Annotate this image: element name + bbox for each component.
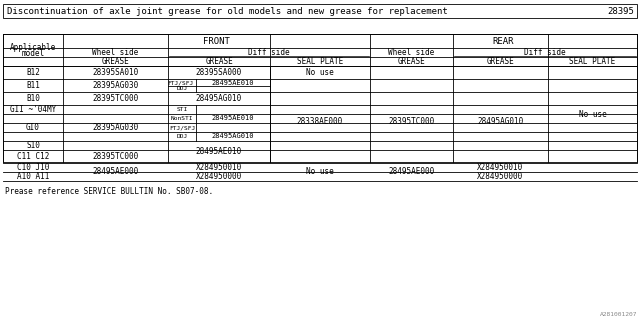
Text: B11: B11 xyxy=(26,81,40,90)
Text: No use: No use xyxy=(306,68,334,77)
Text: 28495AE010: 28495AE010 xyxy=(212,80,254,86)
Text: A10 A11: A10 A11 xyxy=(17,172,49,181)
Text: X284950010: X284950010 xyxy=(477,163,524,172)
Text: X284950000: X284950000 xyxy=(196,172,242,181)
Text: No use: No use xyxy=(579,110,606,119)
Text: X284950010: X284950010 xyxy=(196,163,242,172)
Text: 28395: 28395 xyxy=(607,6,634,15)
Text: Diff side: Diff side xyxy=(248,48,290,57)
Bar xyxy=(3,4,637,18)
Text: GREASE: GREASE xyxy=(205,57,233,66)
Text: GREASE: GREASE xyxy=(102,57,129,66)
Text: Diff side: Diff side xyxy=(524,48,566,57)
Text: GREASE: GREASE xyxy=(397,57,426,66)
Text: Prease reference SERVICE BULLTIN No. SB07-08.: Prease reference SERVICE BULLTIN No. SB0… xyxy=(5,187,213,196)
Text: GII ~'04MY: GII ~'04MY xyxy=(10,105,56,114)
Text: STI: STI xyxy=(177,107,188,112)
Text: SEAL PLATE: SEAL PLATE xyxy=(297,57,343,66)
Text: 28395SA010: 28395SA010 xyxy=(92,68,139,77)
Text: FRONT: FRONT xyxy=(203,36,230,45)
Text: REAR: REAR xyxy=(493,36,515,45)
Text: GREASE: GREASE xyxy=(486,57,515,66)
Text: Wheel side: Wheel side xyxy=(92,48,139,57)
Text: GI0: GI0 xyxy=(26,123,40,132)
Text: 28395TC000: 28395TC000 xyxy=(92,94,139,103)
Text: 28395SA000: 28395SA000 xyxy=(196,68,242,77)
Text: 28338AE000: 28338AE000 xyxy=(297,116,343,125)
Text: Wheel side: Wheel side xyxy=(388,48,435,57)
Text: C11 C12: C11 C12 xyxy=(17,152,49,161)
Text: 28495AE000: 28495AE000 xyxy=(388,167,435,177)
Text: No use: No use xyxy=(306,167,334,177)
Text: 28495AG010: 28495AG010 xyxy=(212,133,254,140)
Text: 28395AG030: 28395AG030 xyxy=(92,81,139,90)
Text: 28495AE010: 28495AE010 xyxy=(196,148,242,156)
Text: S10: S10 xyxy=(26,141,40,150)
Text: NonSTI: NonSTI xyxy=(171,116,193,121)
Bar xyxy=(3,34,637,162)
Text: C10 J10: C10 J10 xyxy=(17,163,49,172)
Text: 28395TC000: 28395TC000 xyxy=(92,152,139,161)
Text: 28395TC000: 28395TC000 xyxy=(388,116,435,125)
Text: FTJ/SFJ: FTJ/SFJ xyxy=(169,125,195,130)
Text: 28495AG010: 28495AG010 xyxy=(196,94,242,103)
Text: 28495AG010: 28495AG010 xyxy=(477,116,524,125)
Text: 28395AG030: 28395AG030 xyxy=(92,123,139,132)
Text: Applicable: Applicable xyxy=(10,44,56,52)
Text: SEAL PLATE: SEAL PLATE xyxy=(570,57,616,66)
Text: B12: B12 xyxy=(26,68,40,77)
Text: DDJ: DDJ xyxy=(177,134,188,139)
Text: X284950000: X284950000 xyxy=(477,172,524,181)
Text: DDJ: DDJ xyxy=(177,86,188,91)
Text: FTJ/SFJ: FTJ/SFJ xyxy=(168,80,194,85)
Text: 28495AE000: 28495AE000 xyxy=(92,167,139,177)
Text: Discontinuation of axle joint grease for old models and new grease for replaceme: Discontinuation of axle joint grease for… xyxy=(7,6,448,15)
Text: A281001207: A281001207 xyxy=(600,312,637,317)
Text: 28495AE010: 28495AE010 xyxy=(212,116,254,122)
Text: model: model xyxy=(21,50,45,59)
Text: B10: B10 xyxy=(26,94,40,103)
